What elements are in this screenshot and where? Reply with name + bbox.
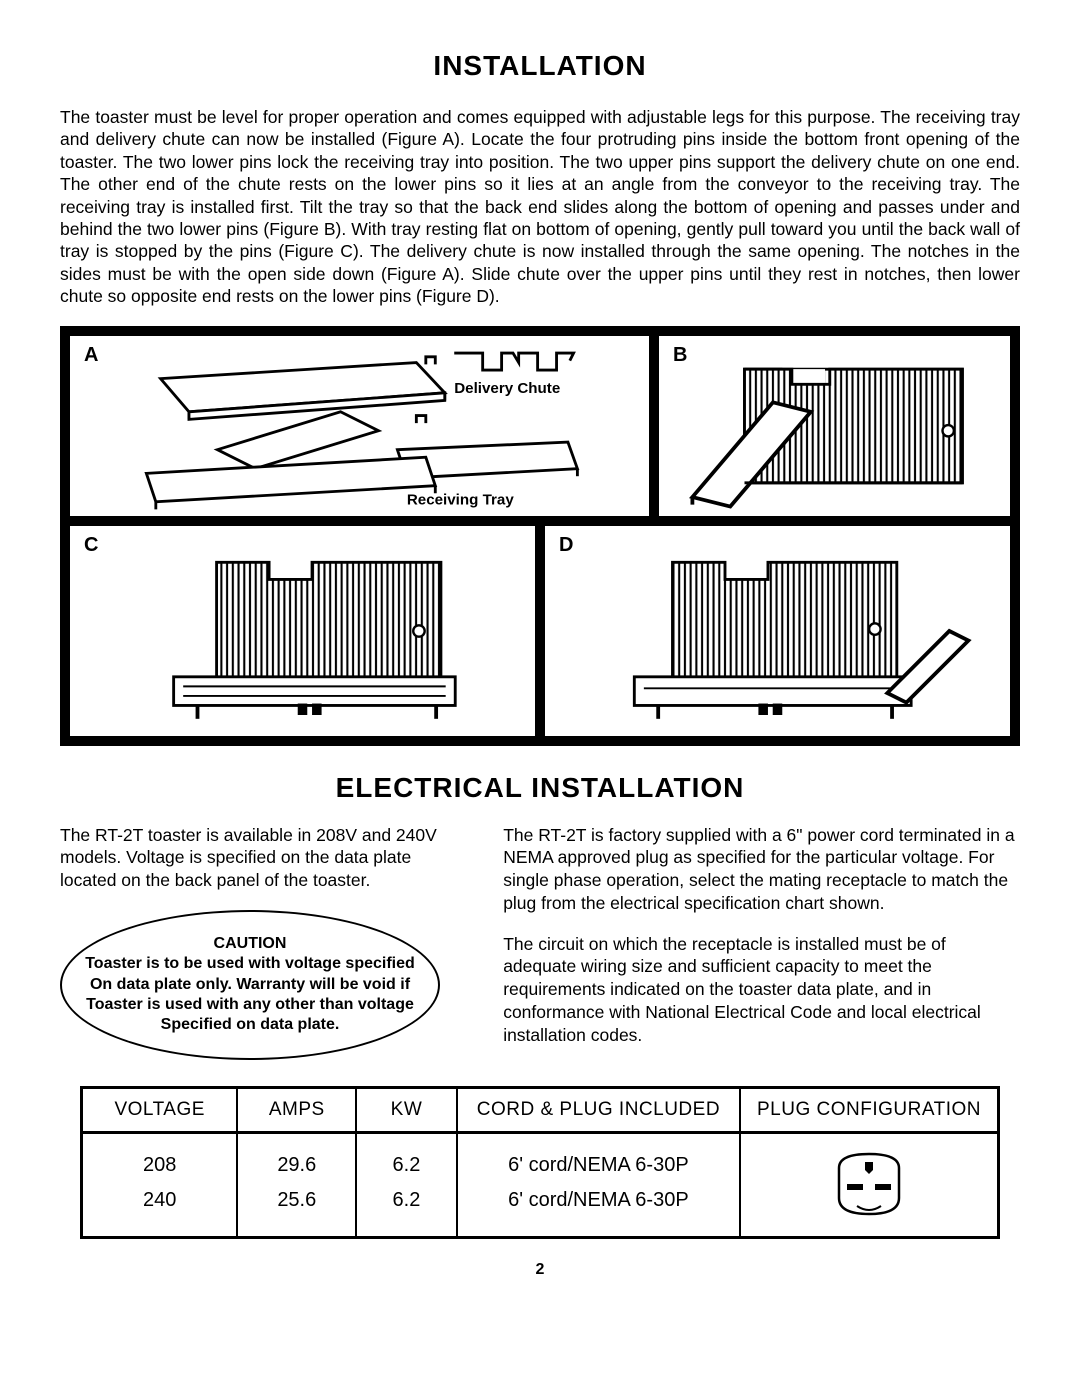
left-paragraph: The RT-2T toaster is available in 208V a… — [60, 824, 463, 892]
figure-b: B — [654, 331, 1015, 521]
receiving-tray-label: Receiving Tray — [407, 491, 514, 508]
electrical-installation-title: ELECTRICAL INSTALLATION — [60, 772, 1020, 804]
col-plug-header: PLUG CONFIGURATION — [741, 1089, 997, 1131]
figure-d-illustration-icon — [545, 526, 1010, 736]
voltage-row1: 208 — [143, 1154, 176, 1177]
plug-configuration-icon — [829, 1148, 909, 1218]
page-number: 2 — [60, 1261, 1020, 1279]
right-paragraph-2: The circuit on which the receptacle is i… — [503, 933, 1020, 1047]
col-kw-header: KW — [357, 1089, 458, 1131]
figure-a-illustration-icon: Delivery Chute Receiving Tray — [70, 336, 649, 516]
electrical-columns: The RT-2T toaster is available in 208V a… — [60, 824, 1020, 1065]
spec-table-body: 208 240 29.6 25.6 6.2 6.2 6' cord/NEMA 6… — [83, 1134, 997, 1236]
caution-line3: Toaster is used with any other than volt… — [86, 995, 414, 1015]
col-cord-header: CORD & PLUG INCLUDED — [458, 1089, 741, 1131]
figure-grid: A Delivery Chute — [60, 326, 1020, 746]
caution-ellipse: CAUTION Toaster is to be used with volta… — [60, 910, 440, 1060]
col-amps-header: AMPS — [238, 1089, 357, 1131]
voltage-row2: 240 — [143, 1189, 176, 1212]
caution-line4: Specified on data plate. — [161, 1015, 340, 1035]
col-voltage-header: VOLTAGE — [83, 1089, 238, 1131]
kw-row2: 6.2 — [393, 1189, 421, 1212]
caution-line2: On data plate only. Warranty will be voi… — [90, 975, 410, 995]
cord-row1: 6' cord/NEMA 6-30P — [508, 1154, 689, 1177]
figure-c: C — [65, 521, 540, 741]
figure-d: D — [540, 521, 1015, 741]
amps-row1: 29.6 — [277, 1154, 316, 1177]
cord-row2: 6' cord/NEMA 6-30P — [508, 1189, 689, 1212]
right-paragraph-1: The RT-2T is factory supplied with a 6" … — [503, 824, 1020, 915]
delivery-chute-label: Delivery Chute — [454, 379, 560, 396]
caution-line1: Toaster is to be used with voltage speci… — [85, 954, 415, 974]
caution-heading: CAUTION — [214, 934, 287, 954]
figure-a: A Delivery Chute — [65, 331, 654, 521]
kw-row1: 6.2 — [393, 1154, 421, 1177]
installation-title: INSTALLATION — [60, 50, 1020, 82]
figure-c-illustration-icon — [70, 526, 535, 736]
spec-table: VOLTAGE AMPS KW CORD & PLUG INCLUDED PLU… — [80, 1086, 1000, 1239]
installation-paragraph: The toaster must be level for proper ope… — [60, 106, 1020, 308]
plug-config-cell — [741, 1134, 997, 1236]
amps-row2: 25.6 — [277, 1189, 316, 1212]
spec-table-header: VOLTAGE AMPS KW CORD & PLUG INCLUDED PLU… — [83, 1089, 997, 1134]
figure-b-illustration-icon — [659, 336, 1010, 516]
